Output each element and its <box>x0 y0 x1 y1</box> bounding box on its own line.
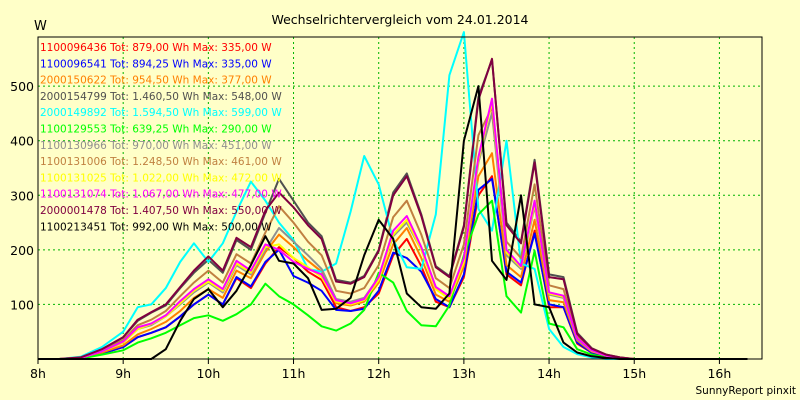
legend-entry-1: 1100096436 Tot: 879,00 Wh Max: 335,00 W <box>40 42 272 54</box>
legend-entry-11: 2000001478 Tot: 1.407,50 Wh Max: 550,00 … <box>40 205 282 217</box>
x-tick-label: 11h <box>282 366 306 381</box>
legend-entry-3: 2000150622 Tot: 954,50 Wh Max: 377,00 W <box>40 75 272 87</box>
y-tick-label: 500 <box>10 79 34 94</box>
y-tick-label: 400 <box>10 134 34 149</box>
legend-entry-5: 2000149892 Tot: 1.594,50 Wh Max: 599,00 … <box>40 107 282 119</box>
x-tick-label: 13h <box>452 366 476 381</box>
legend-entry-9: 1100131025 Tot: 1.022,00 Wh Max: 472,00 … <box>40 172 282 184</box>
x-tick-label: 15h <box>622 366 646 381</box>
legend-entry-4: 2000154799 Tot: 1.460,50 Wh Max: 548,00 … <box>40 91 282 103</box>
plot-frame <box>37 36 763 360</box>
y-axis-ticks: 100 200 300 400 500 <box>10 79 34 312</box>
y-tick-label: 200 <box>10 243 34 258</box>
x-axis-ticks: 8h 9h 10h 11h 12h 13h 14h 15h 16h <box>30 359 731 381</box>
chart-title: Wechselrichtervergleich vom 24.01.2014 <box>271 12 528 27</box>
y-tick-label: 100 <box>10 297 34 312</box>
legend-entry-8: 1100131006 Tot: 1.248,50 Wh Max: 461,00 … <box>40 156 282 168</box>
legend-entry-7: 1100130966 Tot: 970,00 Wh Max: 451,00 W <box>40 140 272 152</box>
legend-entry-12: 1100213451 Tot: 992,00 Wh Max: 500,00 W <box>40 221 272 233</box>
x-tick-label: 10h <box>196 366 220 381</box>
legend-entry-10: 1100131074 Tot: 1.067,00 Wh Max: 477,00 … <box>40 189 282 201</box>
x-tick-label: 9h <box>115 366 131 381</box>
legend-entry-2: 1100096541 Tot: 894,25 Wh Max: 335,00 W <box>40 58 272 70</box>
x-tick-label: 14h <box>537 366 561 381</box>
x-tick-label: 16h <box>707 366 731 381</box>
x-tick-label: 12h <box>367 366 391 381</box>
y-axis-unit-label: W <box>34 19 47 34</box>
legend-entry-6: 1100129553 Tot: 639,25 Wh Max: 290,00 W <box>40 124 272 136</box>
y-tick-label: 300 <box>10 188 34 203</box>
grid <box>37 37 762 359</box>
legend: 1100096436 Tot: 879,00 Wh Max: 335,00 W 1… <box>40 42 282 233</box>
x-tick-label: 8h <box>30 366 46 381</box>
footer-credit: SunnyReport pinxit <box>696 385 796 397</box>
